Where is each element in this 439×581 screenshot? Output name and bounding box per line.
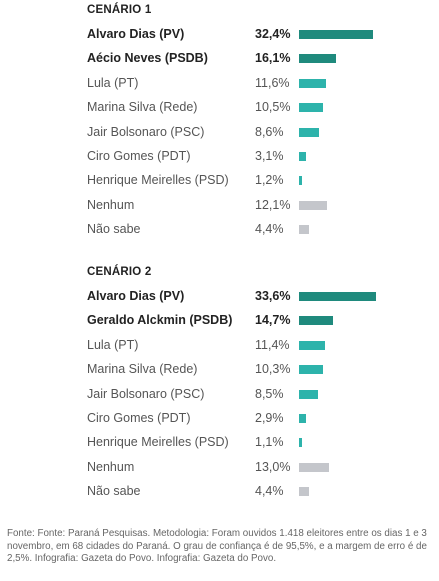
candidate-row: Ciro Gomes (PDT) 3,1% bbox=[0, 145, 439, 169]
value-label: 13,0% bbox=[255, 459, 291, 474]
candidate-row: Alvaro Dias (PV) 33,6% bbox=[0, 285, 439, 309]
candidate-label: Jair Bolsonaro (PSC) bbox=[87, 386, 205, 401]
value-label: 10,3% bbox=[255, 362, 291, 377]
candidate-row: Lula (PT) 11,6% bbox=[0, 72, 439, 96]
candidate-row: Henrique Meirelles (PSD) 1,1% bbox=[0, 431, 439, 455]
value-label: 11,6% bbox=[255, 75, 290, 90]
bar bbox=[299, 30, 374, 39]
bar bbox=[299, 152, 307, 161]
bar bbox=[299, 462, 329, 472]
candidate-row: Ciro Gomes (PDT) 2,9% bbox=[0, 407, 439, 431]
bar bbox=[299, 127, 319, 137]
bar bbox=[299, 414, 306, 423]
candidate-row: Marina Silva (Rede) 10,5% bbox=[0, 96, 439, 120]
bar bbox=[299, 200, 327, 210]
candidate-label: Jair Bolsonaro (PSC) bbox=[87, 124, 205, 139]
candidate-row: Geraldo Alckmin (PSDB) 14,7% bbox=[0, 309, 439, 333]
bar bbox=[299, 389, 319, 399]
scenario-2-title: CENÁRIO 2 bbox=[87, 266, 152, 278]
value-label: 12,1% bbox=[255, 197, 291, 212]
candidate-label: Henrique Meirelles (PSD) bbox=[87, 173, 229, 188]
bar bbox=[299, 176, 302, 186]
source-note: Fonte: Fonte: Paraná Pesquisas. Metodolo… bbox=[7, 528, 427, 564]
value-label: 1,2% bbox=[255, 173, 284, 188]
scenario-1-title: CENÁRIO 1 bbox=[87, 4, 152, 16]
value-label: 16,1% bbox=[255, 51, 291, 66]
candidate-label: Marina Silva (Rede) bbox=[87, 362, 198, 377]
value-label: 10,5% bbox=[255, 100, 291, 115]
candidate-label: Não sabe bbox=[87, 484, 141, 499]
bar bbox=[299, 438, 302, 448]
value-label: 2,9% bbox=[255, 411, 284, 425]
value-label: 11,4% bbox=[255, 337, 290, 352]
value-label: 33,6% bbox=[255, 289, 291, 303]
candidate-row: Não sabe 4,4% bbox=[0, 480, 439, 504]
value-label: 14,7% bbox=[255, 313, 291, 328]
bar bbox=[299, 225, 310, 235]
bar bbox=[299, 103, 323, 113]
candidate-row: Jair Bolsonaro (PSC) 8,6% bbox=[0, 121, 439, 145]
candidate-label: Aécio Neves (PSDB) bbox=[87, 51, 208, 66]
candidate-label: Nenhum bbox=[87, 459, 135, 474]
bar bbox=[299, 292, 376, 301]
candidate-row: Jair Bolsonaro (PSC) 8,5% bbox=[0, 383, 439, 407]
bar bbox=[299, 340, 326, 350]
candidate-row: Alvaro Dias (PV) 32,4% bbox=[0, 23, 439, 47]
candidate-label: Geraldo Alckmin (PSDB) bbox=[87, 313, 233, 328]
candidate-row: Não sabe 4,4% bbox=[0, 218, 439, 242]
value-label: 4,4% bbox=[255, 222, 284, 237]
candidate-label: Lula (PT) bbox=[87, 337, 139, 352]
candidate-label: Alvaro Dias (PV) bbox=[87, 289, 185, 303]
candidate-label: Nenhum bbox=[87, 197, 135, 212]
bar bbox=[299, 365, 323, 375]
bar bbox=[299, 54, 336, 64]
candidate-label: Marina Silva (Rede) bbox=[87, 100, 198, 115]
value-label: 4,4% bbox=[255, 484, 284, 499]
candidate-row: Henrique Meirelles (PSD) 1,2% bbox=[0, 169, 439, 193]
candidate-row: Aécio Neves (PSDB) 16,1% bbox=[0, 47, 439, 71]
candidate-label: Ciro Gomes (PDT) bbox=[87, 149, 191, 163]
value-label: 8,6% bbox=[255, 124, 284, 139]
bar bbox=[299, 78, 326, 88]
candidate-row: Nenhum 13,0% bbox=[0, 456, 439, 480]
value-label: 3,1% bbox=[255, 149, 284, 163]
candidate-label: Ciro Gomes (PDT) bbox=[87, 411, 191, 425]
candidate-label: Lula (PT) bbox=[87, 75, 139, 90]
candidate-label: Henrique Meirelles (PSD) bbox=[87, 435, 229, 450]
value-label: 8,5% bbox=[255, 386, 284, 401]
value-label: 1,1% bbox=[255, 435, 284, 450]
candidate-label: Alvaro Dias (PV) bbox=[87, 27, 185, 41]
candidate-row: Marina Silva (Rede) 10,3% bbox=[0, 358, 439, 382]
candidate-row: Nenhum 12,1% bbox=[0, 194, 439, 218]
candidate-label: Não sabe bbox=[87, 222, 141, 237]
bar bbox=[299, 316, 333, 326]
bar bbox=[299, 487, 310, 497]
candidate-row: Lula (PT) 11,4% bbox=[0, 334, 439, 358]
value-label: 32,4% bbox=[255, 27, 291, 41]
